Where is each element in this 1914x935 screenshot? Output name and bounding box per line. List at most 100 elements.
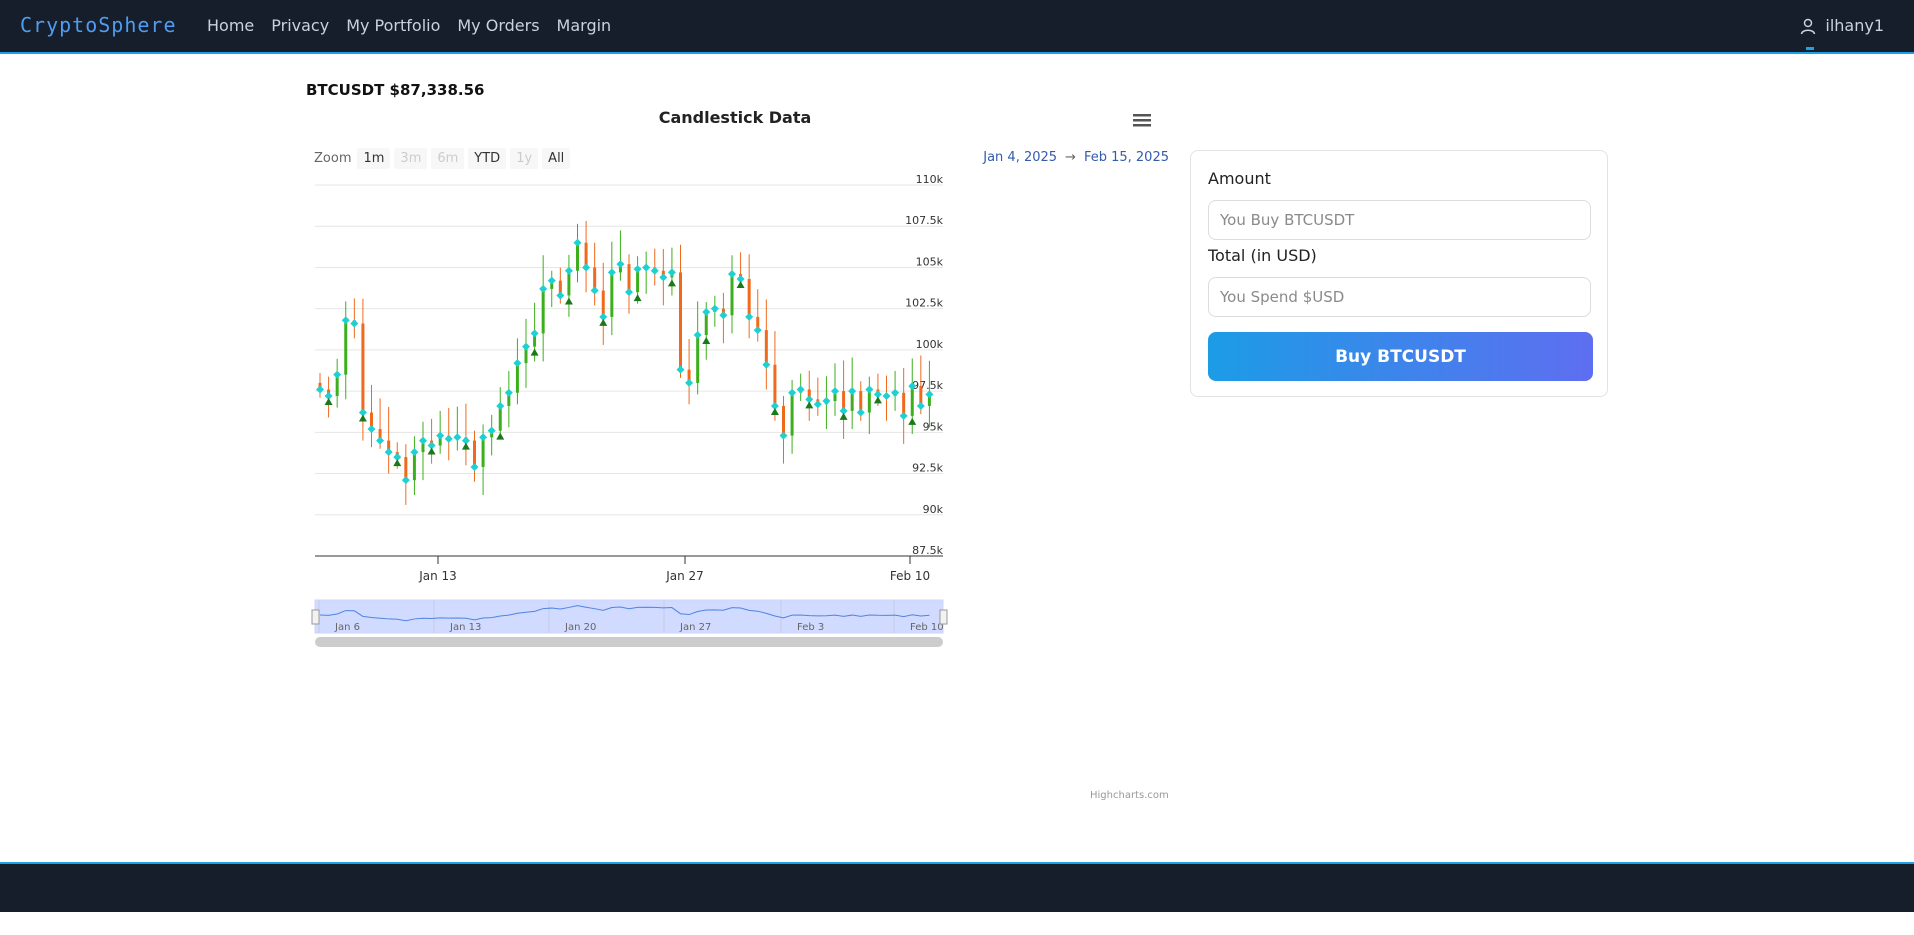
diamond-marker [702, 307, 711, 316]
total-input[interactable] [1208, 277, 1591, 317]
user-menu[interactable]: ilhany1 [1799, 16, 1884, 35]
nav-margin[interactable]: Margin [556, 16, 612, 35]
y-tick-label: 90k [923, 503, 944, 516]
navigator-scrollbar[interactable] [315, 637, 943, 647]
diamond-marker [504, 388, 513, 397]
diamond-marker [453, 433, 462, 442]
candle-body [696, 335, 700, 383]
diamond-marker [590, 286, 599, 295]
diamond-marker [384, 448, 393, 457]
diamond-marker [350, 319, 359, 328]
diamond-marker [856, 408, 865, 417]
diamond-marker [607, 268, 616, 277]
y-tick-label: 110k [916, 173, 944, 186]
candle-body [515, 363, 519, 393]
candle-body [593, 267, 597, 291]
zoom-3m-button[interactable]: 3m [394, 148, 428, 169]
diamond-marker [513, 359, 522, 368]
candle-body [370, 412, 373, 430]
zoom-ytd-button[interactable]: YTD [468, 148, 507, 169]
brand-logo[interactable]: CryptoSphere [20, 13, 177, 37]
x-tick-label: Jan 13 [418, 569, 457, 583]
user-active-indicator [1806, 47, 1814, 50]
footer [0, 862, 1914, 912]
candle-body [842, 391, 846, 411]
nav-my-orders[interactable]: My Orders [457, 16, 540, 35]
y-tick-label: 107.5k [905, 214, 943, 227]
candle-body [910, 386, 914, 416]
y-tick-label: 95k [923, 420, 944, 433]
diamond-marker [839, 406, 848, 415]
candle-body [782, 405, 785, 436]
candle-body [473, 440, 476, 467]
diamond-marker [539, 284, 548, 293]
diamond-marker [376, 436, 385, 445]
diamond-marker [908, 382, 917, 391]
diamond-marker [753, 326, 762, 335]
highcharts-credit[interactable]: Highcharts.com [1090, 790, 1169, 801]
diamond-marker [333, 370, 342, 379]
diamond-marker [625, 288, 633, 297]
zoom-1m-button[interactable]: 1m [357, 148, 391, 169]
zoom-label: Zoom [314, 151, 352, 166]
diamond-marker [436, 431, 445, 440]
diamond-marker [685, 378, 694, 387]
candle-body [524, 346, 528, 364]
diamond-marker [401, 476, 410, 485]
y-tick-label: 100k [916, 338, 944, 351]
diamond-marker [728, 270, 736, 279]
nav-privacy[interactable]: Privacy [271, 16, 330, 35]
zoom-6m-button[interactable]: 6m [431, 148, 465, 169]
diamond-marker [487, 426, 496, 435]
ticker-price: BTCUSDT $87,338.56 [306, 81, 485, 99]
chart-title: Candlestick Data [658, 108, 812, 127]
nav-links: Home Privacy My Portfolio My Orders Marg… [207, 16, 628, 35]
chart-container: BTCUSDT $87,338.56 Candlestick Data Zoom… [300, 70, 1169, 810]
candle-body [533, 333, 537, 347]
navigator-left-handle[interactable] [311, 609, 320, 625]
diamond-marker [805, 395, 814, 404]
diamond-marker [358, 408, 367, 417]
navigator-series [319, 605, 930, 622]
diamond-marker [813, 400, 822, 409]
nav-home[interactable]: Home [207, 16, 255, 35]
diamond-marker [831, 387, 839, 396]
diamond-marker [522, 342, 530, 351]
chart-menu-icon[interactable] [1133, 112, 1151, 128]
diamond-marker [788, 388, 797, 397]
nav-my-portfolio[interactable]: My Portfolio [346, 16, 441, 35]
diamond-marker [496, 401, 505, 410]
candle-body [601, 290, 605, 317]
candle-body [902, 392, 906, 416]
diamond-marker [410, 448, 419, 457]
diamond-marker [470, 462, 479, 471]
candle-body [498, 405, 502, 431]
candlestick-chart[interactable]: 87.5k 90k 92.5k 95k 97.5k 100k 102.5k 105k 107.5… [300, 170, 1170, 830]
zoom-all-button[interactable]: All [542, 148, 571, 169]
diamond-marker [547, 276, 556, 285]
triangle-marker [358, 414, 367, 422]
amount-input[interactable] [1208, 200, 1591, 240]
navigator-window [314, 599, 944, 634]
date-range: Jan 4, 2025 → Feb 15, 2025 [983, 150, 1169, 165]
candle-body [927, 394, 931, 406]
range-from-input[interactable]: Jan 4, 2025 [983, 150, 1058, 165]
diamond-marker [367, 425, 376, 434]
navigator-label: Jan 20 [564, 622, 596, 633]
zoom-1y-button[interactable]: 1y [510, 148, 539, 169]
navigator-right-handle[interactable] [939, 609, 948, 625]
candle-body [867, 389, 871, 413]
buy-button[interactable]: Buy BTCUSDT [1208, 332, 1593, 381]
diamond-marker [427, 441, 436, 450]
candle-body [378, 429, 382, 441]
candle-body [747, 278, 751, 317]
range-to-input[interactable]: Feb 15, 2025 [1083, 150, 1169, 165]
diamond-marker [642, 263, 651, 272]
diamond-marker [419, 436, 427, 445]
diamond-marker [444, 434, 453, 443]
diamond-marker [891, 388, 900, 397]
triangle-marker [873, 396, 882, 404]
diamond-marker [873, 390, 882, 399]
diamond-marker [745, 312, 754, 321]
diamond-marker [770, 401, 779, 410]
